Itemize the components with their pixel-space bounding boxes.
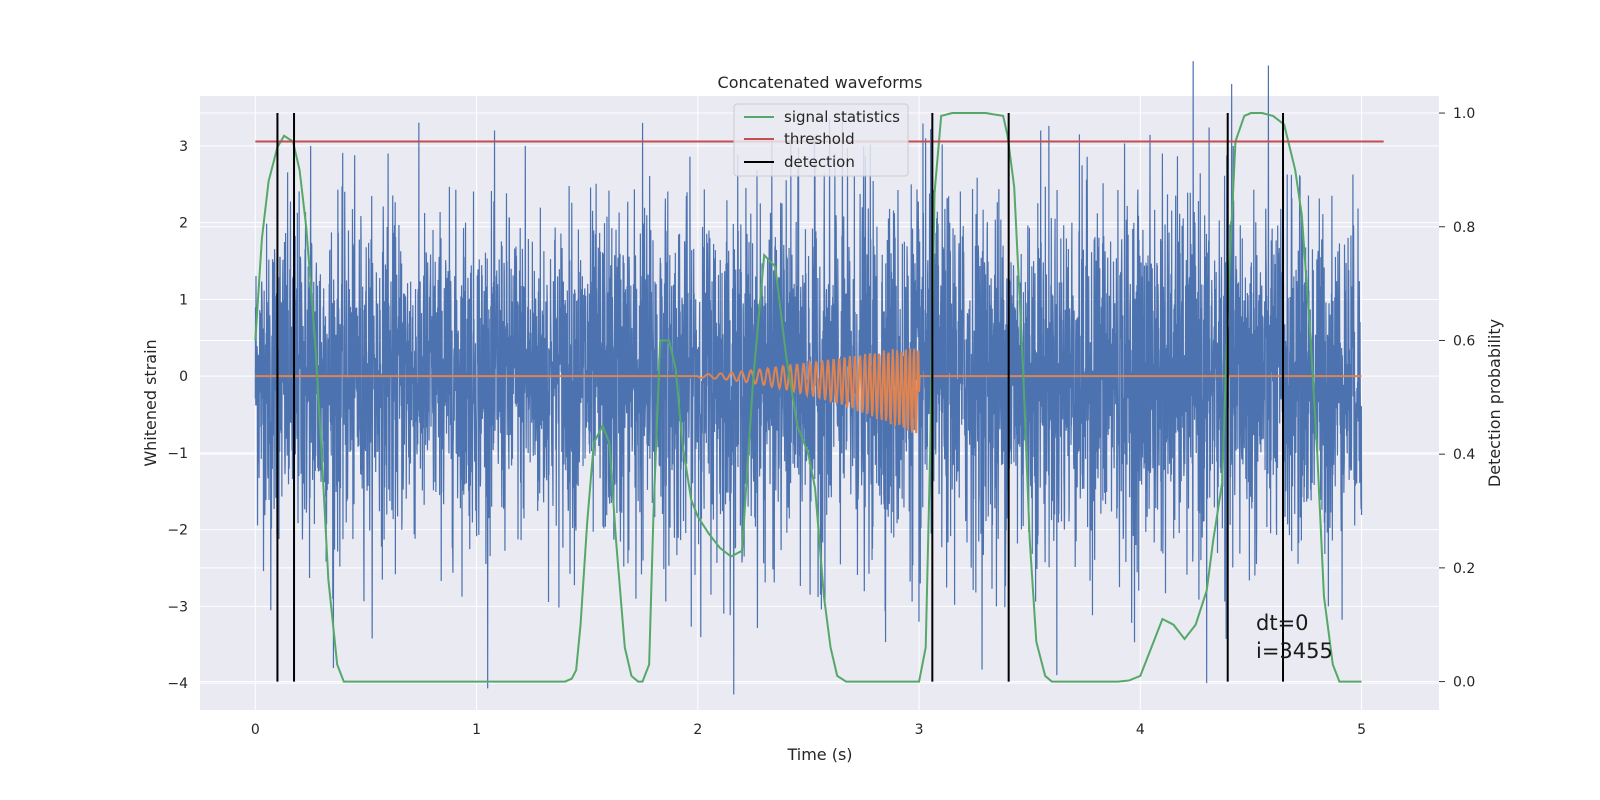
right-y-axis-label: Detection probability (1485, 319, 1504, 487)
right-y-tick-label: 0.0 (1453, 675, 1475, 691)
strain-line (254, 61, 1363, 695)
x-tick-label: 3 (915, 722, 924, 738)
signal-statistics-series (254, 112, 1362, 683)
y-tick-label: 1 (179, 292, 188, 308)
legend-label-detection: detection (784, 153, 855, 171)
x-tick-label: 4 (1136, 722, 1145, 738)
y-tick-label: −4 (167, 676, 188, 692)
legend-label-threshold: threshold (784, 130, 855, 148)
y-tick-label: 3 (179, 139, 188, 155)
right-y-tick-label: 0.4 (1453, 447, 1475, 463)
x-axis-label: Time (s) (786, 745, 852, 764)
x-tick-label: 5 (1357, 722, 1366, 738)
legend-box (733, 103, 909, 177)
detection-series (276, 113, 1285, 682)
y-tick-label: 2 (179, 216, 188, 232)
right-y-tick-label: 1.0 (1453, 106, 1475, 122)
y-tick-label: −3 (167, 599, 188, 615)
injected-chirp-line (255, 348, 1362, 434)
right-y-tick-label: 0.8 (1453, 220, 1475, 236)
strain-series (254, 61, 1363, 695)
y-tick-label: 0 (179, 369, 188, 385)
right-y-axis-ticks: 0.0 0.2 0.4 0.6 0.8 1.0 (1439, 106, 1475, 691)
legend: signal statistics threshold detection (733, 103, 909, 177)
y-tick-label: −2 (167, 523, 188, 539)
injected-chirp-series (255, 348, 1362, 434)
y-tick-label: −1 (167, 446, 188, 462)
x-tick-label: 1 (472, 722, 481, 738)
right-y-tick-label: 0.6 (1453, 333, 1475, 349)
annotation-index: i=3455 (1256, 639, 1333, 663)
signal-statistics-line (254, 112, 1362, 683)
x-axis-ticks: 0 1 2 3 4 5 (251, 722, 1366, 738)
right-y-tick-label: 0.2 (1453, 561, 1475, 577)
y-axis-label: Whitened strain (141, 339, 160, 466)
annotation-dt: dt=0 (1256, 611, 1309, 635)
x-tick-label: 2 (693, 722, 702, 738)
y-axis-ticks: −4 −3 −2 −1 0 1 2 3 (167, 139, 188, 692)
legend-label-signal-statistics: signal statistics (784, 108, 900, 126)
x-tick-label: 0 (251, 722, 260, 738)
chart-title: Concatenated waveforms (718, 73, 923, 92)
